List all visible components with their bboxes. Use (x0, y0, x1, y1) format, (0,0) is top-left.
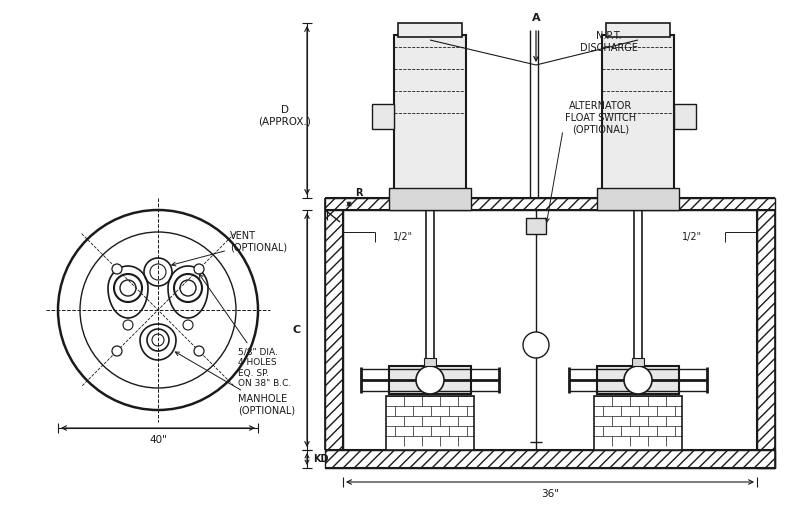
Text: 40": 40" (149, 435, 167, 445)
Bar (394, 35, 466, 198)
Text: A: A (532, 13, 540, 23)
Bar (389, 366, 471, 394)
Bar (674, 104, 696, 129)
Bar (757, 210, 775, 468)
Bar (372, 104, 394, 129)
Bar (325, 198, 775, 210)
Text: MANHOLE
(OPTIONAL): MANHOLE (OPTIONAL) (175, 352, 295, 416)
Bar (424, 358, 436, 366)
Circle shape (194, 346, 204, 356)
Bar (386, 396, 474, 450)
Text: D
(APPROX.): D (APPROX.) (258, 105, 311, 127)
Bar (594, 396, 682, 450)
Bar (597, 366, 679, 394)
Text: R: R (355, 188, 362, 198)
Circle shape (523, 332, 549, 358)
Bar (597, 188, 679, 210)
Circle shape (112, 264, 122, 274)
Bar (398, 23, 462, 37)
Text: KD: KD (314, 454, 329, 464)
Circle shape (112, 346, 122, 356)
Text: 1/2": 1/2" (393, 232, 413, 242)
Bar (606, 23, 670, 37)
Text: C: C (293, 325, 301, 335)
Bar (602, 35, 674, 198)
Bar (526, 218, 546, 234)
Bar (632, 358, 644, 366)
Text: 1/2": 1/2" (682, 232, 702, 242)
Text: N.P.T.
DISCHARGE: N.P.T. DISCHARGE (580, 31, 638, 53)
Circle shape (624, 366, 652, 394)
Text: ALTERNATOR
FLOAT SWITCH
(OPTIONAL): ALTERNATOR FLOAT SWITCH (OPTIONAL) (565, 101, 636, 134)
Bar (389, 188, 471, 210)
Circle shape (416, 366, 444, 394)
Text: 36": 36" (541, 489, 559, 499)
Circle shape (194, 264, 204, 274)
Bar (325, 210, 343, 450)
Text: 5/8" DIA.
4 HOLES
EQ. SP.
ON 38" B.C.: 5/8" DIA. 4 HOLES EQ. SP. ON 38" B.C. (199, 274, 291, 388)
Text: VENT
(OPTIONAL): VENT (OPTIONAL) (172, 231, 287, 266)
Bar (325, 450, 775, 468)
